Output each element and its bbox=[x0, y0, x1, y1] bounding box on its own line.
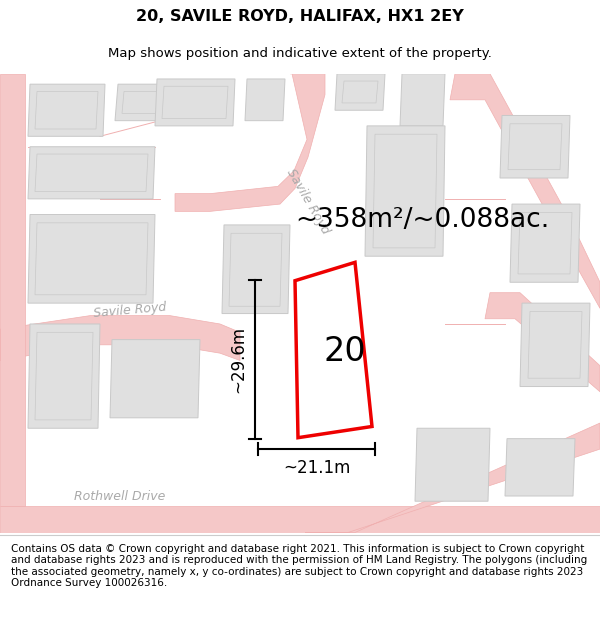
Polygon shape bbox=[28, 214, 155, 303]
Polygon shape bbox=[335, 74, 385, 110]
Polygon shape bbox=[28, 147, 155, 199]
Polygon shape bbox=[400, 74, 445, 126]
Text: 20, SAVILE ROYD, HALIFAX, HX1 2EY: 20, SAVILE ROYD, HALIFAX, HX1 2EY bbox=[136, 9, 464, 24]
Polygon shape bbox=[485, 292, 600, 392]
Polygon shape bbox=[450, 74, 600, 308]
Text: ~29.6m: ~29.6m bbox=[229, 326, 247, 392]
Polygon shape bbox=[110, 339, 200, 418]
Polygon shape bbox=[0, 74, 25, 506]
Polygon shape bbox=[510, 204, 580, 282]
Polygon shape bbox=[28, 84, 105, 136]
Text: ~358m²/~0.088ac.: ~358m²/~0.088ac. bbox=[295, 207, 549, 232]
Polygon shape bbox=[500, 116, 570, 178]
Polygon shape bbox=[365, 126, 445, 256]
Text: Rothwell Drive: Rothwell Drive bbox=[74, 491, 166, 503]
Text: Contains OS data © Crown copyright and database right 2021. This information is : Contains OS data © Crown copyright and d… bbox=[11, 544, 587, 588]
Polygon shape bbox=[520, 303, 590, 386]
Text: ~21.1m: ~21.1m bbox=[283, 459, 350, 478]
Polygon shape bbox=[115, 84, 190, 121]
Text: Savile Royd: Savile Royd bbox=[93, 301, 167, 320]
Text: Map shows position and indicative extent of the property.: Map shows position and indicative extent… bbox=[108, 47, 492, 59]
Polygon shape bbox=[415, 428, 490, 501]
Polygon shape bbox=[0, 316, 240, 361]
Text: Savile Royd: Savile Royd bbox=[284, 166, 332, 236]
Polygon shape bbox=[222, 225, 290, 314]
Polygon shape bbox=[245, 79, 285, 121]
Polygon shape bbox=[0, 506, 600, 532]
Polygon shape bbox=[28, 324, 100, 428]
Polygon shape bbox=[305, 423, 600, 532]
Polygon shape bbox=[505, 439, 575, 496]
Polygon shape bbox=[175, 74, 325, 211]
Text: 20: 20 bbox=[323, 335, 367, 368]
Polygon shape bbox=[155, 79, 235, 126]
